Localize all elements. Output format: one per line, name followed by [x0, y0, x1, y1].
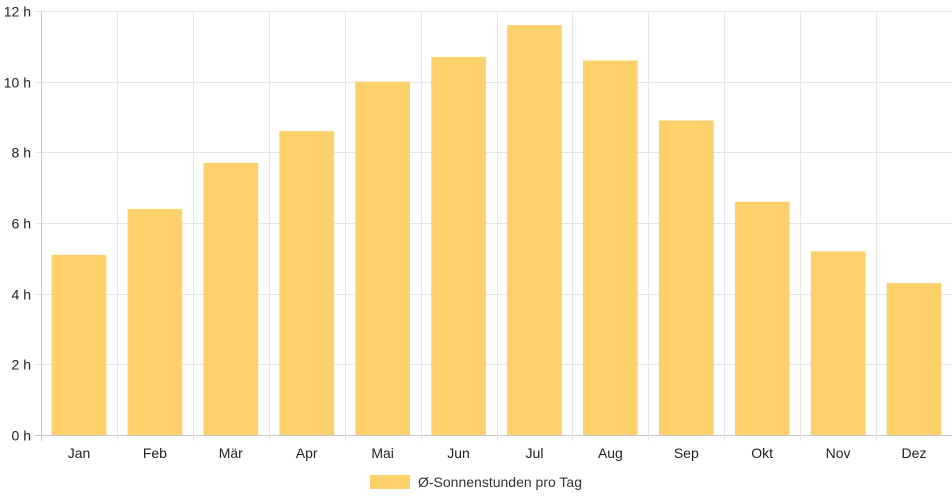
x-tick-label: Jan — [68, 445, 91, 461]
legend[interactable]: Ø-Sonnenstunden pro Tag — [370, 474, 582, 490]
bar-feb[interactable] — [127, 208, 183, 435]
bar-jun[interactable] — [431, 56, 486, 436]
x-tick-label: Sep — [674, 445, 699, 461]
bar-jan[interactable] — [51, 254, 107, 435]
y-tick-label: 6 h — [12, 216, 31, 232]
legend-label: Ø-Sonnenstunden pro Tag — [418, 474, 582, 490]
y-axis: 0 h 2 h 4 h 6 h 8 h 10 h 12 h — [4, 4, 31, 444]
grid-layer — [35, 11, 952, 441]
x-tick-label: Okt — [751, 445, 773, 461]
y-tick-label: 8 h — [12, 145, 31, 161]
y-tick-label: 0 h — [12, 428, 31, 444]
x-tick-label: Mai — [371, 445, 394, 461]
bar-sep[interactable] — [659, 120, 714, 436]
bar-mai[interactable] — [355, 81, 410, 435]
x-tick-label: Jul — [526, 445, 544, 461]
x-axis: Jan Feb Mär Apr Mai Jun Jul Aug Sep Okt Nov Dez — [68, 445, 927, 461]
bar-jul[interactable] — [507, 25, 562, 435]
bar-mär[interactable] — [203, 162, 259, 435]
legend-swatch — [370, 475, 410, 489]
x-tick-label: Aug — [598, 445, 623, 461]
x-tick-label: Dez — [902, 445, 927, 461]
x-tick-label: Nov — [826, 445, 851, 461]
y-tick-label: 4 h — [12, 287, 31, 303]
x-tick-label: Feb — [143, 445, 167, 461]
bar-dez[interactable] — [886, 283, 942, 435]
y-tick-label: 10 h — [4, 75, 31, 91]
x-tick-label: Jun — [447, 445, 470, 461]
y-tick-label: 2 h — [12, 357, 31, 373]
bar-nov[interactable] — [810, 251, 866, 435]
bar-aug[interactable] — [583, 60, 638, 436]
bar-okt[interactable] — [734, 201, 790, 435]
y-tick-label: 12 h — [4, 4, 31, 20]
x-tick-label: Mär — [219, 445, 243, 461]
bar-apr[interactable] — [279, 131, 335, 435]
bars-layer — [51, 25, 942, 436]
x-tick-label: Apr — [296, 445, 318, 461]
